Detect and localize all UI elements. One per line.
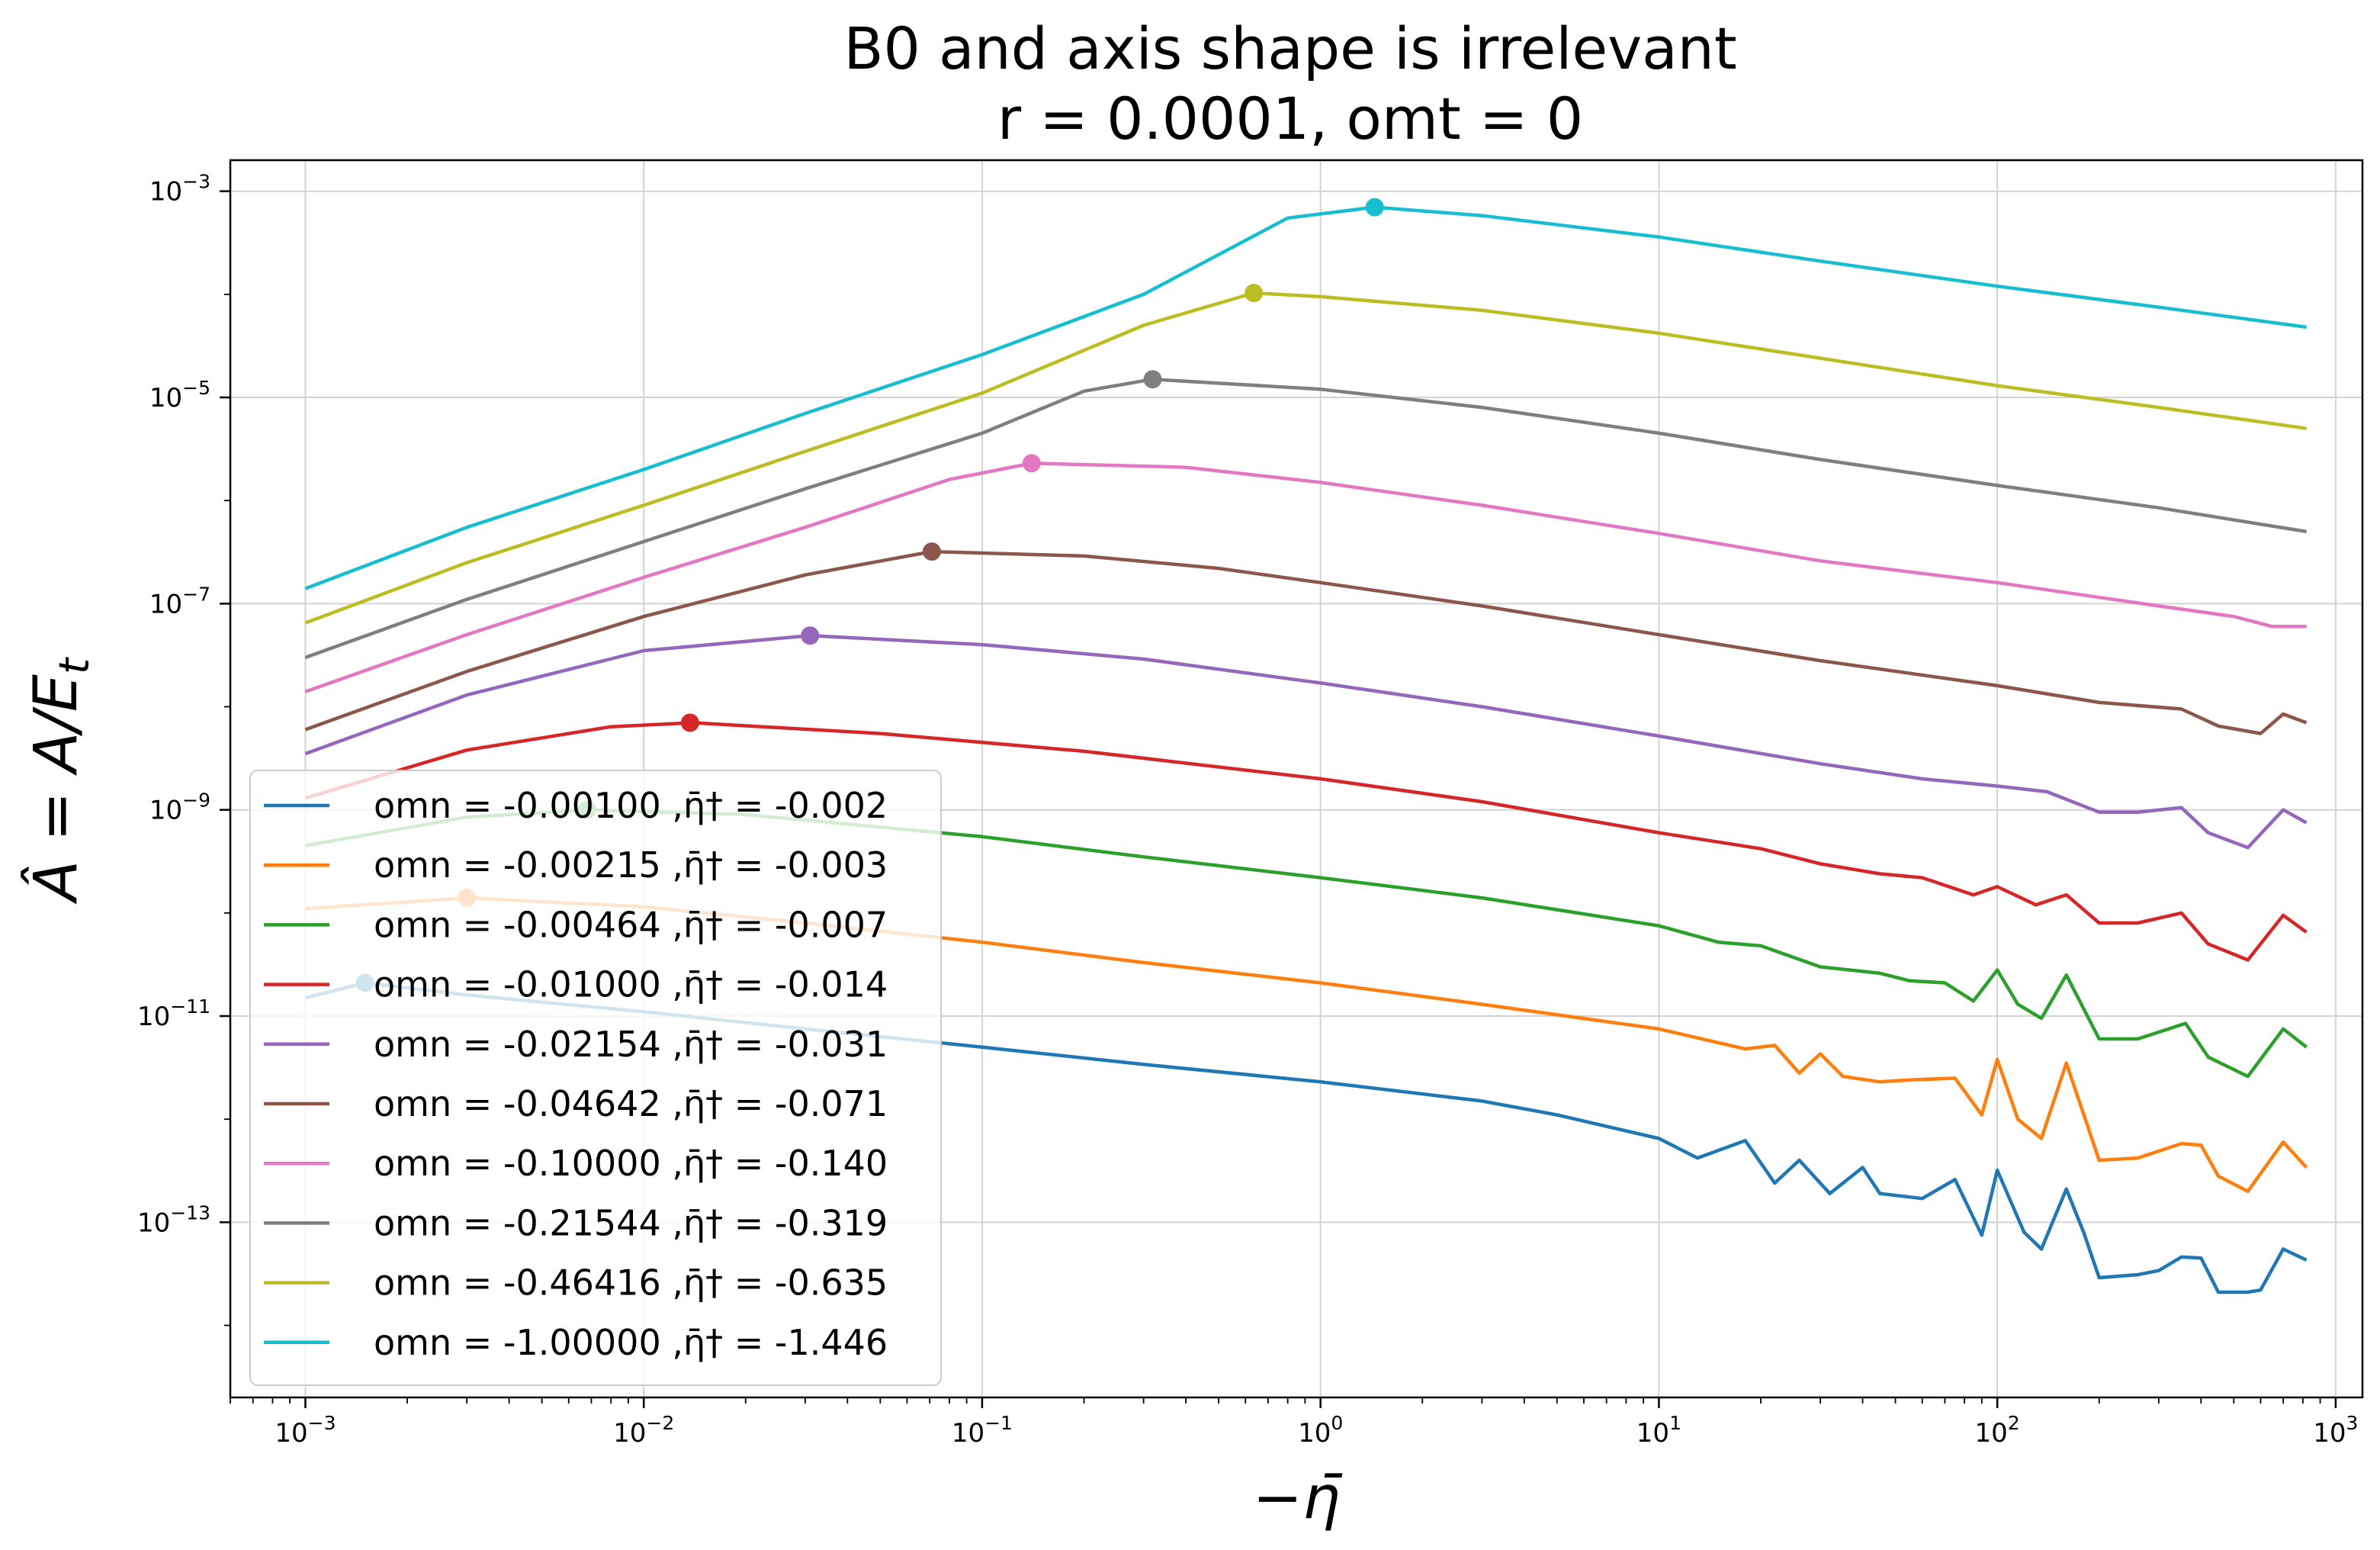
peak-marker-7 [1143,370,1162,389]
series-line-3 [304,721,2308,962]
y-tick-exponent: −7 [182,583,210,605]
y-tick-base: 10 [137,1002,170,1032]
y-axis-label: Â = A/Et [21,657,98,905]
x-tick-exponent: −2 [646,1412,674,1434]
x-tick-base: 10 [275,1418,307,1449]
x-tick-exponent: 2 [2008,1412,2020,1434]
y-tick-label: 10−3 [149,171,210,207]
x-tick-base: 10 [1298,1418,1331,1449]
x-tick-base: 10 [1975,1418,2008,1449]
y-tick-label: 10−5 [149,377,210,413]
y-axis-label-main: Â = A/E [21,674,91,905]
chart-title: B0 and axis shape is irrelevant [843,14,1736,82]
peak-marker-8 [1245,284,1264,303]
y-tick-base: 10 [149,177,182,207]
series-line-8 [304,291,2307,625]
x-tick-exponent: −3 [308,1412,336,1434]
series-line-9 [304,205,2307,590]
series-line-5 [304,549,2308,735]
legend-label-4: omn = -0.02154 ,η̄† = -0.031 [374,1024,888,1065]
peak-marker-9 [1365,198,1384,217]
legend-label-1: omn = -0.00215 ,η̄† = -0.003 [374,844,888,886]
y-tick-exponent: −9 [182,789,210,812]
y-tick-label: 10−7 [149,583,210,619]
y-tick-label: 10−9 [149,789,210,826]
legend-label-9: omn = -1.00000 ,η̄† = -1.446 [374,1322,888,1363]
x-tick-base: 10 [2313,1418,2346,1449]
y-tick-exponent: −3 [182,171,210,193]
legend-label-2: omn = -0.00464 ,η̄† = -0.007 [374,904,888,945]
y-tick-label: 10−13 [137,1201,210,1238]
x-axis-ticks: 10−3 10−2 10−1 100 101 102 103 [230,1397,2358,1449]
y-tick-base: 10 [149,589,182,619]
series-line-2 [305,808,2308,1079]
x-tick-exponent: 3 [2346,1412,2359,1434]
x-tick-label: 10−3 [275,1412,336,1449]
legend: omn = -0.00100 ,η̄† = -0.002 omn = -0.002… [249,770,942,1386]
series-line-1 [305,896,2308,1193]
series-line-0 [304,981,2308,1294]
x-tick-exponent: 1 [1669,1412,1681,1434]
x-tick-base: 10 [613,1418,646,1449]
y-tick-exponent: −5 [182,377,210,399]
x-tick-label: 102 [1975,1412,2020,1449]
legend-label-7: omn = -0.21544 ,η̄† = -0.319 [374,1202,888,1243]
x-tick-label: 103 [2313,1412,2358,1449]
plot-frame [229,159,2364,1399]
series-line-6 [304,461,2307,693]
series-line-4 [304,633,2308,850]
series-line-7 [304,377,2307,660]
series-layer [304,205,2308,1294]
y-tick-exponent: −13 [170,1201,210,1224]
x-tick-label: 100 [1298,1412,1343,1449]
peak-marker-6 [1022,454,1041,473]
legend-label-3: omn = -0.01000 ,η̄† = -0.014 [374,964,888,1005]
peak-marker-5 [922,542,941,561]
x-tick-base: 10 [1636,1418,1669,1449]
legend-label-0: omn = -0.00100 ,η̄† = -0.002 [374,785,888,826]
x-tick-label: 101 [1636,1412,1681,1449]
y-tick-label: 10−11 [137,995,210,1032]
y-tick-base: 10 [149,796,182,826]
peak-marker-4 [801,626,820,645]
x-tick-exponent: 0 [1331,1412,1343,1434]
peak-marker-3 [680,713,699,732]
x-axis-label: −η̄ [1253,1464,1344,1532]
x-tick-base: 10 [952,1418,984,1449]
legend-label-6: omn = -0.10000 ,η̄† = -0.140 [374,1143,888,1184]
x-tick-exponent: −1 [984,1412,1013,1434]
legend-label-5: omn = -0.04642 ,η̄† = -0.071 [374,1083,888,1124]
x-tick-label: 10−1 [952,1412,1013,1449]
legend-box [249,770,942,1386]
y-axis-label-subscript: t [50,657,98,674]
legend-label-8: omn = -0.46416 ,η̄† = -0.635 [374,1262,888,1304]
y-tick-base: 10 [149,383,182,413]
chart-subtitle: r = 0.0001, omt = 0 [997,85,1583,153]
y-tick-base: 10 [137,1208,170,1238]
x-tick-label: 10−2 [613,1412,674,1449]
y-tick-exponent: −11 [170,995,210,1018]
